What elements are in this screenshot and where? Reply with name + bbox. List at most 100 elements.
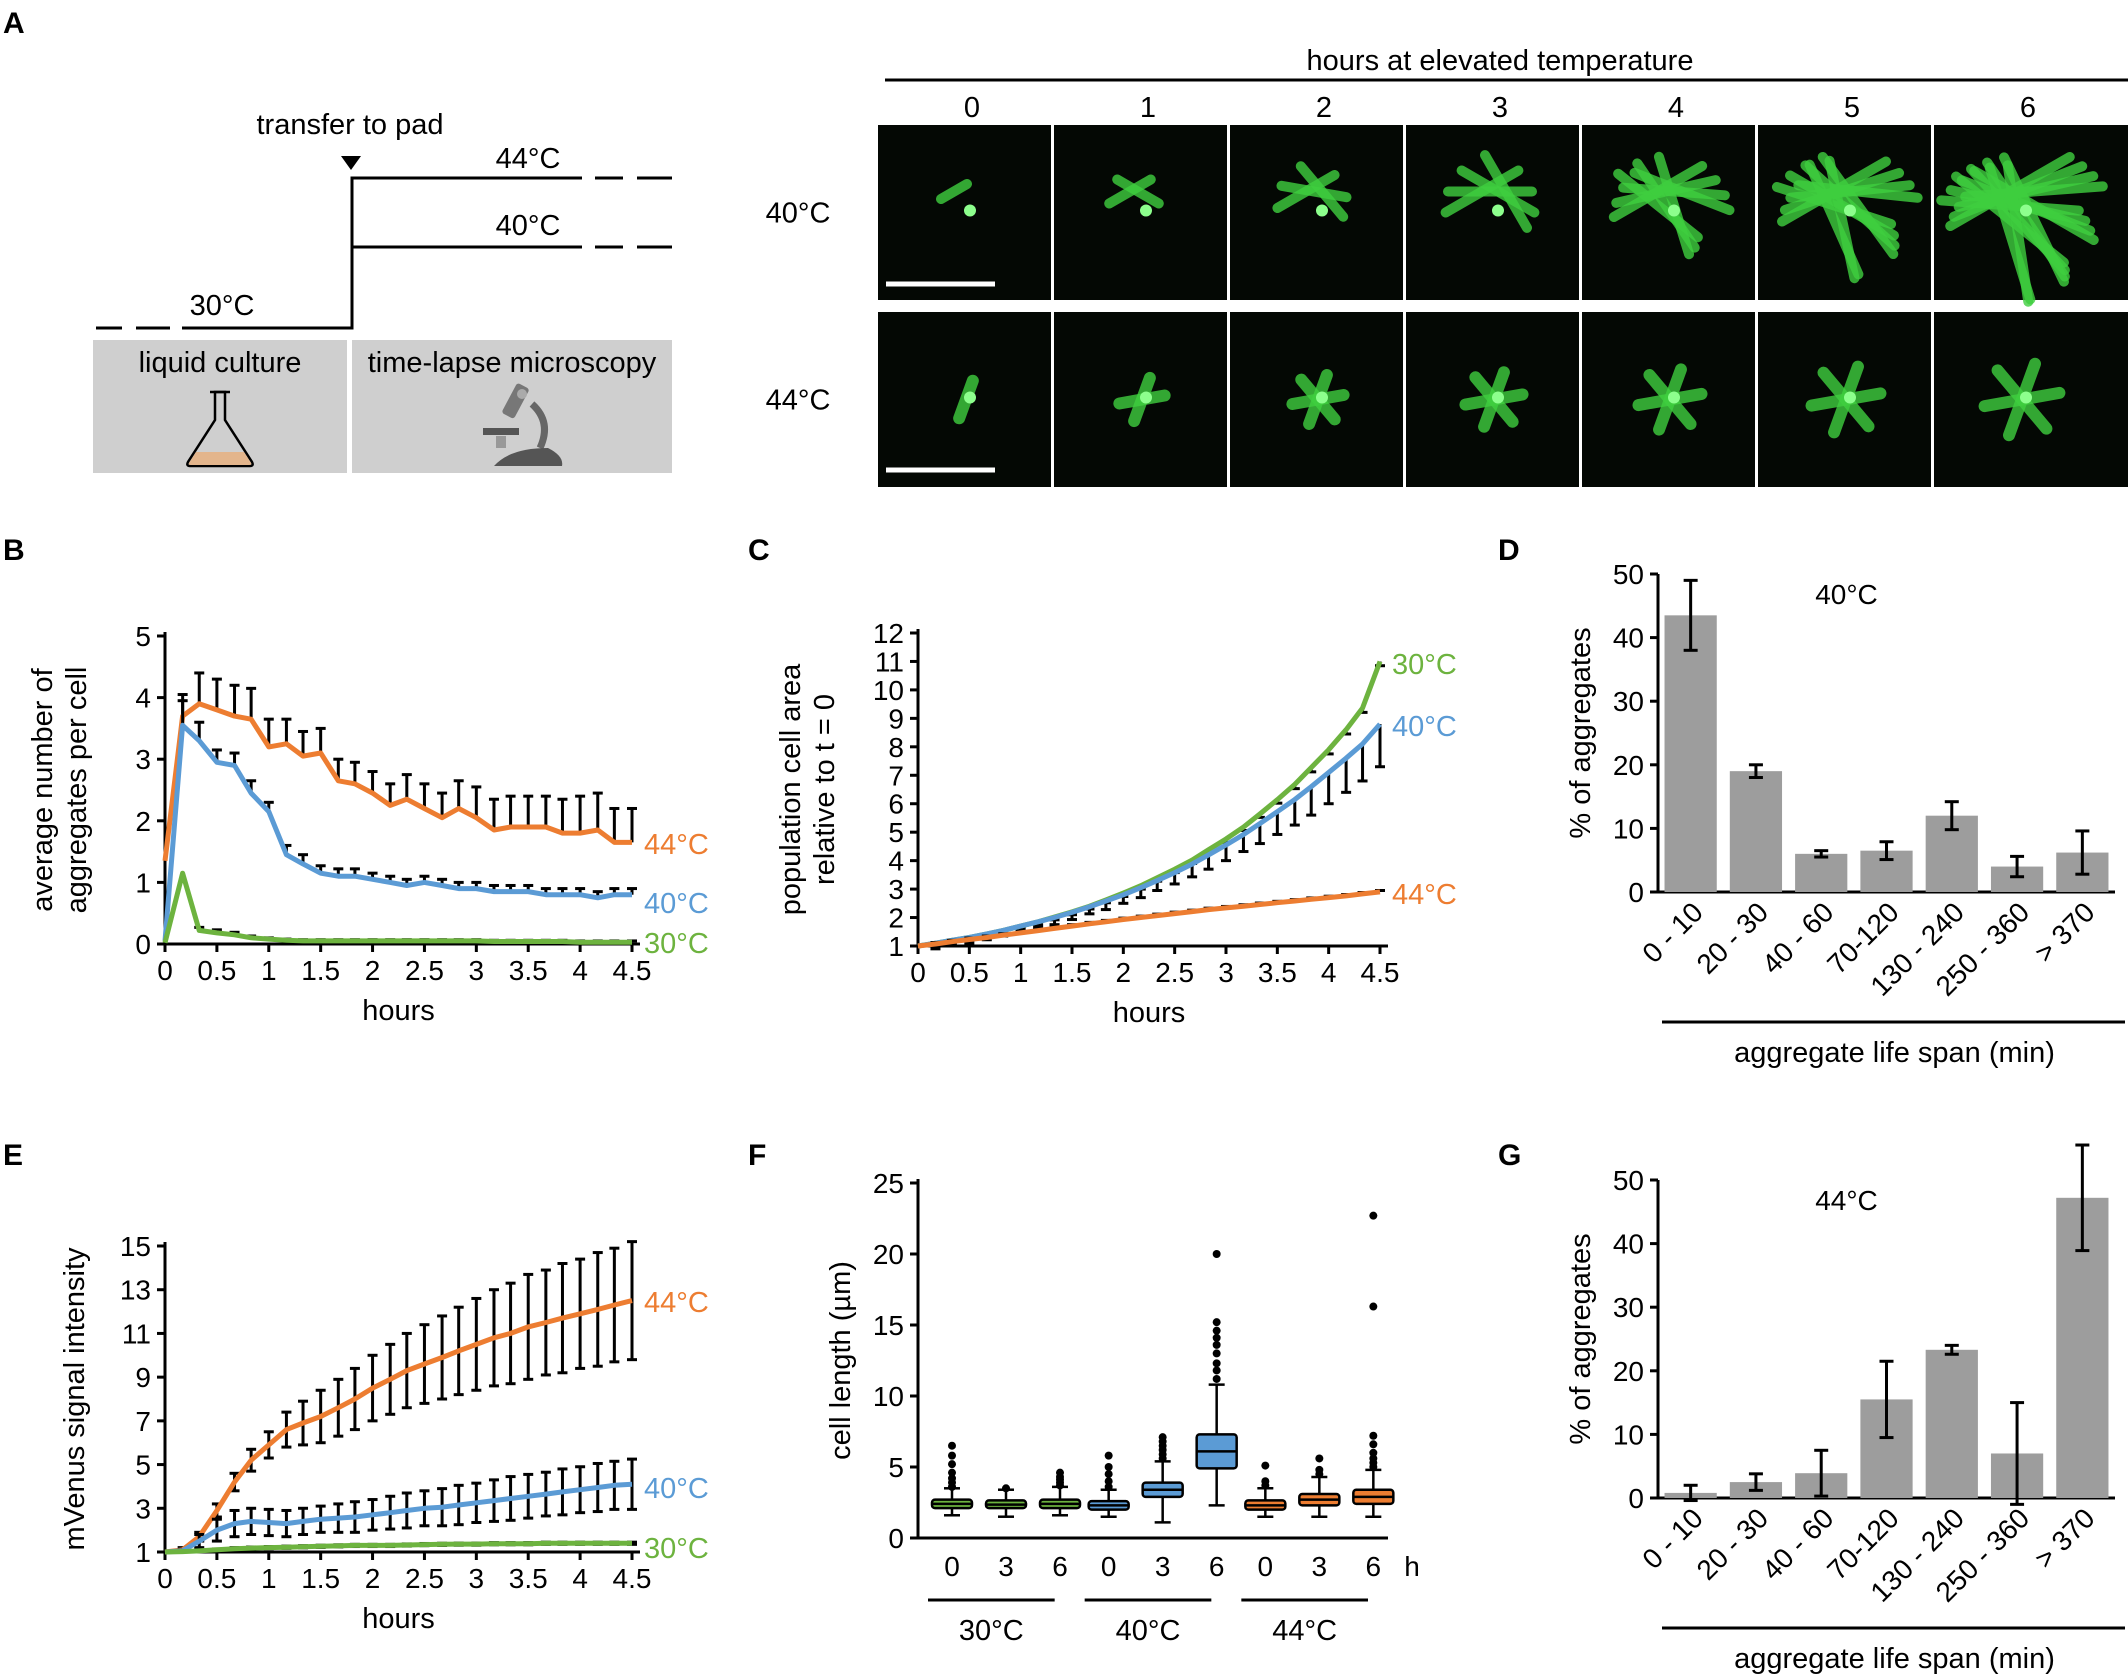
bar xyxy=(1925,1349,1978,1498)
outlier-point xyxy=(1369,1211,1378,1220)
temp-30-label: 30°C xyxy=(190,290,255,322)
aggregate-spot xyxy=(1844,204,1856,217)
x-tick-label: 3 xyxy=(1155,1551,1171,1582)
y-tick-label: 1 xyxy=(888,931,904,962)
outlier-point xyxy=(1369,1431,1378,1440)
y-tick-label: 0 xyxy=(135,929,151,960)
outlier-point xyxy=(948,1451,956,1460)
y-tick-label: 12 xyxy=(873,618,904,649)
cell-cluster xyxy=(1272,161,1352,222)
cell-cluster xyxy=(1805,360,1887,439)
y-axis-title: aggregates per cell xyxy=(61,667,93,914)
series-label: 30°C xyxy=(644,928,709,960)
x-tick-label: 2 xyxy=(365,955,381,986)
panel-letter-g: G xyxy=(1498,1139,1521,1172)
y-axis-title: % of aggregates xyxy=(1565,1233,1597,1444)
column-label: 2 xyxy=(1316,92,1332,124)
cell-body xyxy=(936,179,972,204)
y-axis-title: cell length (µm) xyxy=(825,1261,857,1460)
panel-letter-f: F xyxy=(748,1139,766,1172)
aggregate-spot xyxy=(1140,391,1152,404)
column-label: 6 xyxy=(2020,92,2036,124)
chart-title: 44°C xyxy=(1815,1185,1878,1216)
liquid-culture-box xyxy=(93,340,347,473)
x-tick-label: 0 xyxy=(157,1563,173,1594)
y-axis-title: % of aggregates xyxy=(1565,627,1597,838)
group-label: 44°C xyxy=(1272,1615,1337,1647)
x-tick-label: 0 xyxy=(910,957,926,988)
x-tick-label: 1.5 xyxy=(301,1563,340,1594)
aggregate-spot xyxy=(1316,391,1328,404)
x-tick-label: 0.5 xyxy=(197,955,236,986)
y-axis-title: population cell area xyxy=(775,663,807,915)
series-label: 40°C xyxy=(644,888,709,920)
transfer-arrow-icon xyxy=(341,156,361,170)
series-line xyxy=(164,1540,632,1555)
cell-body xyxy=(1295,161,1349,222)
bar xyxy=(1664,615,1717,892)
outlier-point xyxy=(1369,1454,1378,1463)
x-tick-label: 0.5 xyxy=(197,1563,236,1594)
outlier-point xyxy=(1158,1433,1167,1442)
y-tick-label: 7 xyxy=(888,760,904,791)
y-tick-label: 50 xyxy=(1613,559,1644,590)
x-tick-label: 3 xyxy=(1312,1551,1328,1582)
outlier-point xyxy=(1212,1326,1221,1335)
transfer-label: transfer to pad xyxy=(257,109,444,141)
cell-cluster xyxy=(1978,357,2066,442)
y-tick-label: 11 xyxy=(122,1318,151,1349)
x-tick-label: 3.5 xyxy=(1258,957,1297,988)
x-tick-label: > 370 xyxy=(2029,896,2101,968)
y-axis-title: mVenus signal intensity xyxy=(59,1247,91,1551)
outlier-point xyxy=(1369,1448,1378,1457)
outlier-point xyxy=(1104,1470,1113,1479)
cell-cluster xyxy=(1632,363,1708,436)
group-label: 30°C xyxy=(959,1615,1024,1647)
panel-a-microscopy: hours at elevated temperature 0 1 2 3 4 5 6 40… xyxy=(766,45,2128,487)
x-tick-label: 4.5 xyxy=(613,955,652,986)
column-label: 1 xyxy=(1140,92,1156,124)
cell-body xyxy=(1276,180,1352,203)
y-tick-label: 10 xyxy=(1613,1419,1644,1450)
series-label: 40°C xyxy=(1392,711,1457,743)
x-tick-label: 1 xyxy=(261,955,277,986)
group-label: 40°C xyxy=(1116,1615,1181,1647)
outlier-point xyxy=(1002,1484,1010,1493)
aggregate-spot xyxy=(1140,204,1152,217)
cell-body xyxy=(2002,160,2034,307)
panel-b: B 0 1 2 3 4 5 0 0.5 1 1.5 2 2.5 3 3.5 4 4.5 hours average… xyxy=(3,534,709,1027)
panel-letter-c: C xyxy=(748,534,770,567)
temp-44-label: 44°C xyxy=(496,143,561,175)
outlier-point xyxy=(1104,1451,1113,1460)
cell-cluster xyxy=(953,374,979,425)
x-tick-label: 0 xyxy=(1258,1551,1274,1582)
error-bars xyxy=(177,1457,637,1554)
outlier-point xyxy=(1261,1461,1270,1470)
y-tick-label: 9 xyxy=(888,703,904,734)
x-tick-label: 1 xyxy=(1013,957,1029,988)
series-line xyxy=(162,870,632,945)
column-label: 5 xyxy=(1844,92,1860,124)
series-line xyxy=(162,701,632,862)
y-tick-label: 11 xyxy=(875,646,904,677)
y-tick-label: 3 xyxy=(135,744,151,775)
y-tick-label: 9 xyxy=(135,1362,151,1393)
outlier-point xyxy=(1056,1468,1064,1477)
cell-cluster xyxy=(1936,152,2108,307)
outlier-point xyxy=(1212,1359,1221,1368)
y-tick-label: 40 xyxy=(1613,1229,1644,1260)
cell-cluster xyxy=(1608,151,1735,260)
series-label: 40°C xyxy=(644,1473,709,1505)
cell-cluster xyxy=(936,179,976,217)
y-tick-label: 4 xyxy=(135,683,151,714)
cell-cluster xyxy=(1113,371,1171,428)
x-axis-title: hours xyxy=(362,995,435,1027)
series-label: 44°C xyxy=(644,829,709,861)
microscopy-header: hours at elevated temperature xyxy=(1307,45,1694,77)
panel-a: A liquid culture time-lapse microscopy t… xyxy=(3,7,672,473)
x-tick-label: 1 xyxy=(261,1563,277,1594)
column-label: 4 xyxy=(1668,92,1684,124)
cell-body xyxy=(1112,174,1164,209)
y-tick-label: 1 xyxy=(135,1537,151,1568)
